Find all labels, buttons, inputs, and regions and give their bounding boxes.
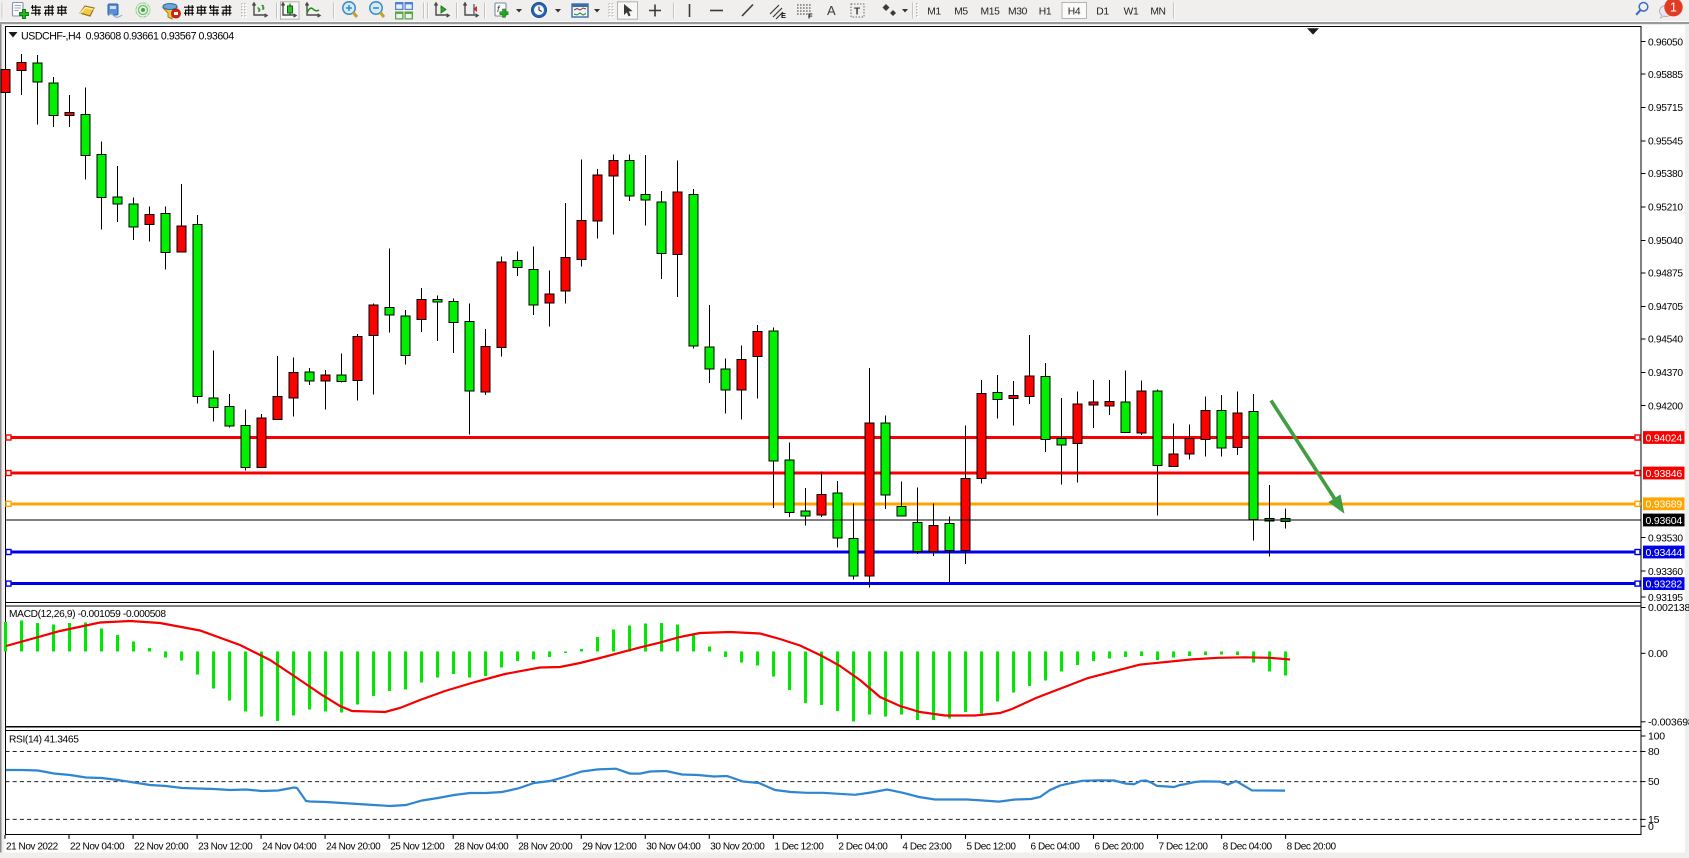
svg-text:30 Nov 04:00: 30 Nov 04:00 [646, 842, 701, 853]
svg-text:f: f [497, 4, 501, 14]
svg-text:MACD(12,26,9) -0.001059 -0.000: MACD(12,26,9) -0.001059 -0.000508 [9, 609, 166, 620]
svg-text:A: A [827, 3, 836, 18]
svg-text:-0.003698: -0.003698 [1648, 716, 1689, 728]
svg-text:22 Nov 20:00: 22 Nov 20:00 [134, 842, 189, 853]
svg-text:50: 50 [1648, 776, 1660, 788]
svg-text:F: F [808, 12, 813, 21]
svg-text:0.00: 0.00 [1648, 648, 1668, 660]
svg-text:23 Nov 12:00: 23 Nov 12:00 [198, 842, 253, 853]
svg-text:0.93530: 0.93530 [1648, 534, 1683, 545]
svg-text:0.93846: 0.93846 [1646, 468, 1683, 480]
svg-text:0.93604: 0.93604 [1646, 515, 1683, 527]
svg-text:RSI(14) 41.3465: RSI(14) 41.3465 [9, 735, 79, 746]
svg-text:24 Nov 04:00: 24 Nov 04:00 [262, 842, 317, 853]
svg-text:0.93444: 0.93444 [1646, 547, 1683, 559]
svg-text:M1: M1 [927, 6, 941, 17]
svg-text:M30: M30 [1008, 6, 1028, 17]
svg-text:7 Dec 12:00: 7 Dec 12:00 [1159, 842, 1209, 853]
svg-text:0.93360: 0.93360 [1648, 567, 1683, 578]
svg-text:0.95380: 0.95380 [1648, 169, 1683, 180]
svg-text:1: 1 [1670, 1, 1677, 15]
svg-text:0.95715: 0.95715 [1648, 103, 1683, 114]
svg-text:8 Dec 20:00: 8 Dec 20:00 [1287, 842, 1337, 853]
svg-text:21 Nov 2022: 21 Nov 2022 [6, 842, 59, 853]
svg-text:0.94540: 0.94540 [1648, 335, 1683, 346]
svg-text:0.95885: 0.95885 [1648, 70, 1683, 81]
svg-text:0.002138: 0.002138 [1648, 602, 1689, 614]
svg-text:0.95545: 0.95545 [1648, 137, 1683, 148]
svg-text:0.96050: 0.96050 [1648, 37, 1683, 48]
svg-text:0.94024: 0.94024 [1646, 432, 1683, 444]
svg-text:25 Nov 12:00: 25 Nov 12:00 [390, 842, 445, 853]
svg-text:W1: W1 [1124, 6, 1139, 17]
svg-text:E: E [781, 11, 786, 20]
svg-text:24 Nov 20:00: 24 Nov 20:00 [326, 842, 381, 853]
svg-text:0.95210: 0.95210 [1648, 203, 1683, 214]
svg-text:80: 80 [1648, 746, 1660, 758]
svg-text:100: 100 [1648, 731, 1665, 743]
svg-text:H1: H1 [1039, 6, 1052, 17]
svg-text:0.94200: 0.94200 [1648, 402, 1683, 413]
svg-text:0.93195: 0.93195 [1648, 593, 1683, 604]
svg-text:0.94875: 0.94875 [1648, 269, 1683, 280]
svg-text:0.94705: 0.94705 [1648, 302, 1683, 313]
svg-text:USDCHF-,H4 0.93608 0.93661 0.: USDCHF-,H4 0.93608 0.93661 0.93567 0.936… [21, 31, 234, 43]
svg-text:0: 0 [1648, 821, 1654, 833]
svg-text:1 Dec 12:00: 1 Dec 12:00 [774, 842, 824, 853]
svg-text:22 Nov 04:00: 22 Nov 04:00 [70, 842, 125, 853]
svg-text:0.95040: 0.95040 [1648, 236, 1683, 247]
svg-text:5 Dec 12:00: 5 Dec 12:00 [967, 842, 1017, 853]
svg-text:MN: MN [1150, 6, 1165, 17]
svg-text:15: 15 [1648, 814, 1660, 826]
svg-text:H4: H4 [1068, 6, 1081, 17]
svg-text:0.94370: 0.94370 [1648, 368, 1683, 379]
svg-text:0.93689: 0.93689 [1646, 499, 1683, 511]
svg-text:6 Dec 20:00: 6 Dec 20:00 [1095, 842, 1145, 853]
svg-text:28 Nov 20:00: 28 Nov 20:00 [518, 842, 573, 853]
svg-text:D1: D1 [1096, 6, 1109, 17]
svg-text:T: T [854, 7, 860, 18]
svg-text:6 Dec 04:00: 6 Dec 04:00 [1031, 842, 1081, 853]
svg-text:29 Nov 12:00: 29 Nov 12:00 [582, 842, 637, 853]
svg-text:30 Nov 20:00: 30 Nov 20:00 [710, 842, 765, 853]
svg-text:0.93282: 0.93282 [1646, 578, 1683, 590]
svg-text:28 Nov 04:00: 28 Nov 04:00 [454, 842, 509, 853]
svg-text:M5: M5 [954, 6, 968, 17]
svg-text:4 Dec 23:00: 4 Dec 23:00 [902, 842, 952, 853]
svg-text:8 Dec 04:00: 8 Dec 04:00 [1223, 842, 1273, 853]
svg-text:2 Dec 04:00: 2 Dec 04:00 [838, 842, 888, 853]
svg-text:M15: M15 [981, 6, 1001, 17]
